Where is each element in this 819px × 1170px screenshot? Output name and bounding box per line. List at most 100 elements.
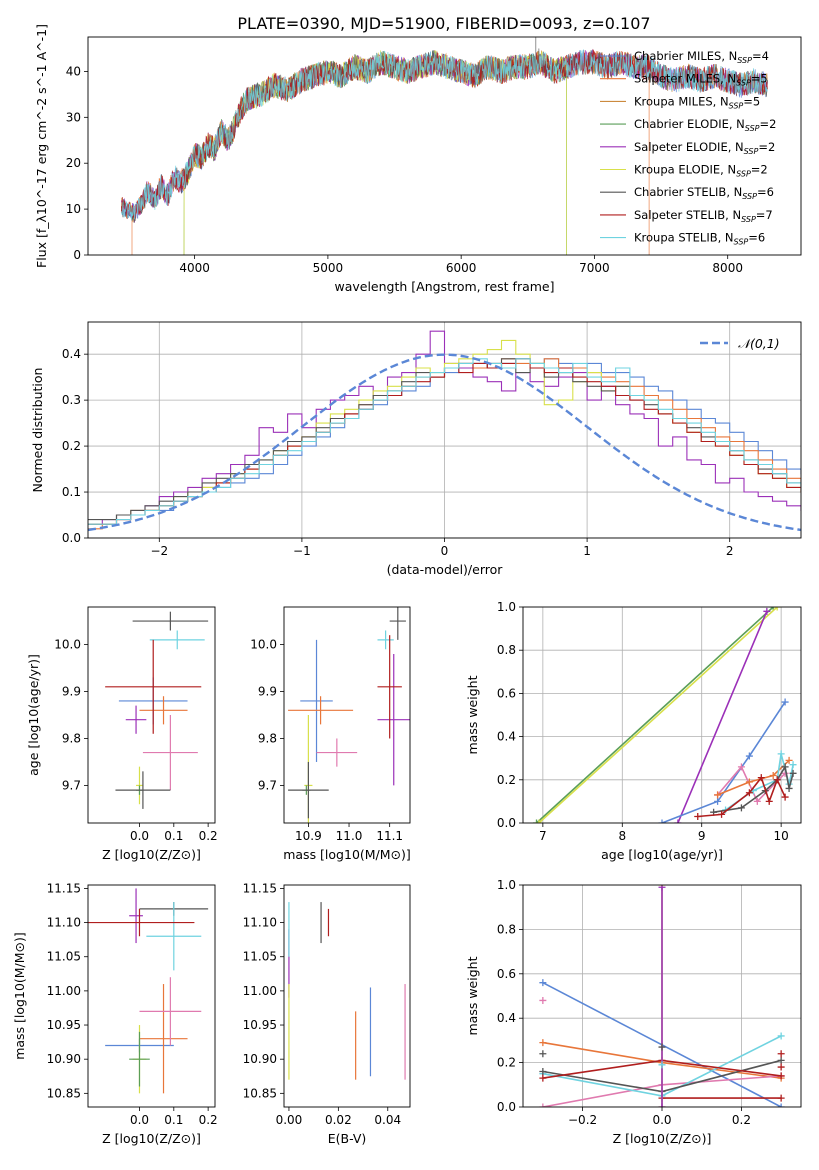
x-tick-label: 10.9 <box>295 829 322 843</box>
y-tick-label: 9.7 <box>62 778 81 792</box>
plot-area <box>288 902 406 1080</box>
y-tick-label: 0.2 <box>497 773 516 787</box>
plus-marker <box>777 1032 785 1040</box>
legend-label: Salpeter MILES, NSSP=5 <box>634 72 768 88</box>
y-tick-label: 10.95 <box>243 1018 277 1032</box>
plus-marker <box>535 819 543 823</box>
x-axis-label: (data-model)/error <box>387 562 504 577</box>
x-tick-label: 0.1 <box>164 829 183 843</box>
errorbar-point <box>149 630 205 650</box>
x-tick-label: 5000 <box>313 261 344 275</box>
plus-marker <box>694 813 702 821</box>
x-tick-label: 0.2 <box>199 829 218 843</box>
errorbar-point <box>146 902 202 971</box>
x-tick-label: 0 <box>441 544 449 558</box>
panel-age_vs_mass: 10.9 11.0 11.1 9.7 9.8 9.9 10.0 mass [log10(M/M… <box>250 606 411 862</box>
y-tick-label: 9.9 <box>62 685 81 699</box>
plus-marker <box>781 793 789 801</box>
y-tick-label: 11.10 <box>243 916 277 930</box>
legend-label: Kroupa MILES, NSSP=5 <box>634 94 760 110</box>
y-tick-label: 0.1 <box>62 485 81 499</box>
plus-marker <box>539 979 547 987</box>
panel-mass_vs_Z: 0.0 0.1 0.2 10.85 10.90 10.95 11.00 11.05 11.10 1… <box>12 881 218 1146</box>
y-tick-label: 0.3 <box>62 393 81 407</box>
panel-spectrum: 4000 5000 6000 7000 8000 0 10 20 30 40 wavelength … <box>34 24 802 294</box>
axes-frame <box>522 606 802 824</box>
plot-area <box>105 611 209 809</box>
normal-curve <box>88 353 801 532</box>
plus-marker <box>773 776 781 784</box>
y-tick-label: 0.8 <box>497 643 516 657</box>
x-tick-label: 8000 <box>712 261 743 275</box>
x-axis-label: wavelength [Angstrom, rest frame] <box>334 279 554 294</box>
x-axis-label: mass [log10(M/M⊙)] <box>283 847 411 862</box>
histogram-series <box>88 358 801 525</box>
plus-marker <box>769 607 777 611</box>
axes-frame <box>522 884 802 1108</box>
errorbar-point <box>129 1031 150 1087</box>
y-axis-label: mass weight <box>465 675 480 754</box>
y-tick-label: 40 <box>66 64 81 78</box>
histogram-series <box>88 330 801 525</box>
plot-area <box>120 37 768 255</box>
legend-label: Salpeter STELIB, NSSP=7 <box>634 208 773 224</box>
y-tick-label: 11.00 <box>47 984 81 998</box>
plus-marker <box>539 1039 547 1047</box>
x-tick-label: 8 <box>618 829 626 843</box>
y-axis-label: Normed distribution <box>30 368 45 493</box>
errorbar-point <box>88 908 195 937</box>
x-tick-label: 6000 <box>446 261 477 275</box>
plus-marker <box>714 797 722 805</box>
errorbar-point <box>389 607 406 640</box>
y-tick-label: 11.05 <box>47 950 81 964</box>
plus-marker <box>777 1072 785 1080</box>
axes-frame <box>87 884 216 1108</box>
plus-marker <box>658 1061 666 1069</box>
plot-area <box>523 607 801 823</box>
y-tick-label: 10.90 <box>243 1052 277 1066</box>
plus-marker <box>763 607 771 615</box>
plot-area <box>88 322 801 538</box>
errorbar-point <box>377 653 410 786</box>
y-tick-label: 1.0 <box>497 600 516 614</box>
plus-marker <box>777 750 785 758</box>
errorbar-point <box>125 705 147 734</box>
y-tick-label: 10.95 <box>47 1018 81 1032</box>
x-tick-label: 0.1 <box>164 1113 183 1127</box>
x-tick-label: 0.02 <box>325 1113 352 1127</box>
plus-marker <box>753 797 761 805</box>
x-tick-label: 1 <box>583 544 591 558</box>
legend-label: Kroupa STELIB, NSSP=6 <box>634 231 765 247</box>
axes-frame <box>87 36 802 256</box>
x-tick-label: 11.1 <box>376 829 403 843</box>
axes-frame <box>283 884 411 1108</box>
plus-marker <box>674 819 682 823</box>
x-tick-label: 0.0 <box>130 829 149 843</box>
plus-marker <box>658 1043 666 1051</box>
y-tick-label: 0.0 <box>62 531 81 545</box>
y-tick-label: 10.0 <box>54 638 81 652</box>
errorbar-point <box>142 715 198 791</box>
errorbar-point <box>139 977 202 1046</box>
legend: 𝒩(0,1) <box>700 336 780 351</box>
y-tick-label: 0.0 <box>497 816 516 830</box>
x-axis-label: Z [log10(Z/Z⊙)] <box>102 1131 201 1146</box>
legend: Chabrier MILES, NSSP=4 Salpeter MILES, NS… <box>600 49 776 247</box>
errorbar-point <box>132 611 209 631</box>
mass-weight-line <box>538 607 778 823</box>
y-axis-label: mass weight <box>465 956 480 1035</box>
plus-marker <box>539 1067 547 1075</box>
plot-area <box>88 888 209 1094</box>
x-tick-label: 0.00 <box>276 1113 303 1127</box>
y-tick-label: 30 <box>66 110 81 124</box>
plus-marker <box>714 791 722 799</box>
y-tick-label: 9.8 <box>258 731 277 745</box>
spectrum-line <box>120 48 768 220</box>
mass-weight-line <box>661 701 786 823</box>
y-tick-label: 0.4 <box>497 730 516 744</box>
plus-marker <box>539 1074 547 1082</box>
plus-marker <box>539 996 547 1004</box>
legend-label: Chabrier ELODIE, NSSP=2 <box>634 117 776 133</box>
axes-frame <box>87 606 216 824</box>
y-tick-label: 0.2 <box>497 1056 516 1070</box>
